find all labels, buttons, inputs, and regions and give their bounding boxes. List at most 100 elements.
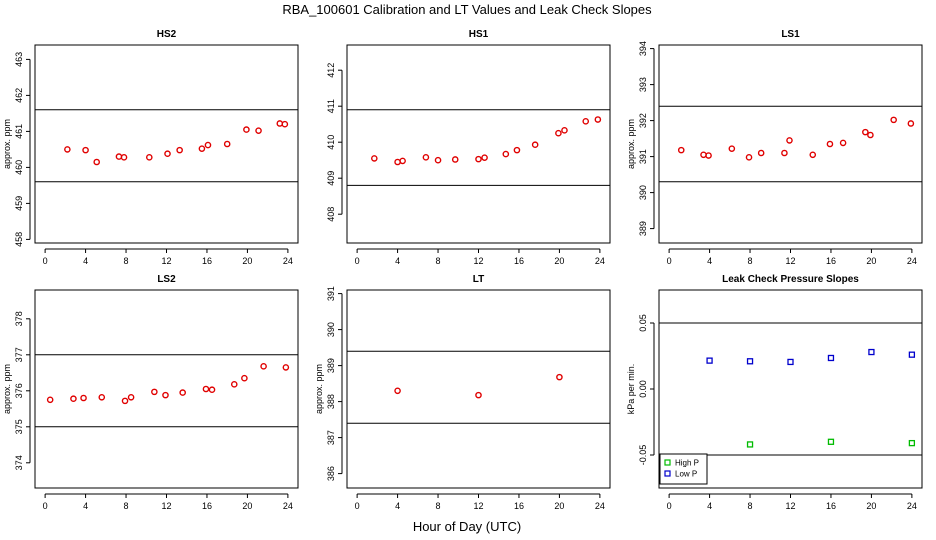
data-point [890,116,897,124]
y-tick-label: 388 [326,394,336,409]
y-tick-label: 391 [638,149,648,164]
x-tick-label: 24 [283,501,293,511]
data-point [223,140,231,148]
panel-3: LS2 0 4 8 12 16 20 24 374 375 376 377 378 approx. ppm [2,274,299,511]
x-tick-label: 8 [436,501,441,511]
x-tick-label: 24 [283,256,293,266]
x-tick-label: 4 [83,501,88,511]
x-tick-label: 20 [554,501,564,511]
x-tick-label: 4 [83,256,88,266]
x-tick-label: 4 [395,256,400,266]
panel-2: LS1 0 4 8 12 16 20 24 389 390 391 392 393 394 approx. … [626,29,923,266]
data-point [706,357,713,364]
data-point [230,381,238,388]
y-tick-label: 458 [14,232,24,247]
data-point [868,348,875,356]
y-axis-label: approx. ppm [2,119,12,169]
data-point [127,393,135,401]
data-point [164,150,171,158]
x-tick-label: 24 [595,256,605,266]
data-point [64,146,71,153]
data-point [82,146,89,154]
x-tick-label: 8 [748,501,753,511]
y-tick-label: 390 [638,185,648,200]
y-tick-label: -0.05 [638,445,648,466]
y-tick-label: 462 [14,88,24,103]
panel-frame [658,44,923,244]
panel-frame [34,289,299,489]
legend-label: Low P [675,470,697,479]
x-tick-label: 16 [202,256,212,266]
data-point [839,139,847,147]
x-tick-label: 12 [785,256,795,266]
x-tick-label: 4 [395,501,400,511]
data-point [475,155,482,163]
x-tick-label: 20 [242,501,252,511]
y-tick-label: 410 [326,135,336,150]
data-point [422,154,430,161]
x-tick-label: 20 [866,256,876,266]
figure-xlabel: Hour of Day (UTC) [413,519,521,534]
y-tick-label: 393 [638,77,648,92]
data-point [481,154,488,161]
x-tick-label: 20 [554,256,564,266]
y-tick-label: 463 [14,52,24,67]
panel-title: LS1 [781,29,800,40]
data-point [260,363,267,370]
data-point [827,438,835,445]
x-tick-label: 8 [124,501,129,511]
x-tick-label: 24 [595,501,605,511]
data-point [198,145,206,152]
x-tick-label: 12 [161,501,171,511]
y-tick-label: 411 [326,99,336,113]
x-tick-label: 20 [866,501,876,511]
x-tick-label: 16 [826,501,836,511]
data-point [746,358,754,365]
y-tick-label: 0.05 [638,314,648,332]
x-tick-label: 0 [667,501,672,511]
data-point [151,388,158,396]
data-point [502,150,510,158]
panel-1: HS1 0 4 8 12 16 20 24 408 409 410 411 412 [326,29,611,266]
x-tick-label: 0 [43,501,48,511]
x-tick-label: 12 [161,256,171,266]
data-point [582,118,590,125]
x-tick-label: 12 [473,501,483,511]
data-point [46,396,54,404]
data-point [93,158,101,166]
panel-0: HS2 0 4 8 12 16 20 24 458 459 460 461 462 463 approx. … [2,29,299,266]
data-point [809,151,817,159]
data-point [282,364,290,371]
y-tick-label: 389 [326,358,336,373]
data-point [121,397,129,405]
panel-frame [346,44,611,244]
data-point [70,395,77,403]
x-tick-label: 12 [473,256,483,266]
x-tick-label: 20 [242,256,252,266]
data-point [120,154,128,161]
y-tick-label: 378 [14,311,24,326]
panel-frame [346,289,611,489]
data-point [208,386,216,394]
data-point [757,149,765,157]
data-point [787,358,794,366]
data-point [281,120,289,128]
y-tick-label: 386 [326,466,336,481]
data-point [204,141,212,149]
data-point [202,385,210,393]
y-tick-label: 374 [14,455,24,470]
y-tick-label: 461 [14,124,24,139]
y-tick-label: 387 [326,430,336,445]
y-tick-label: 377 [14,347,24,362]
x-tick-label: 0 [667,256,672,266]
data-point [394,387,401,395]
legend-marker [664,459,671,466]
x-tick-label: 16 [514,501,524,511]
data-point [276,120,284,127]
data-point [826,140,834,148]
x-tick-label: 0 [355,256,360,266]
y-axis-label: approx. ppm [314,364,324,414]
x-tick-label: 8 [748,256,753,266]
data-point [746,441,754,448]
data-point [531,141,539,149]
